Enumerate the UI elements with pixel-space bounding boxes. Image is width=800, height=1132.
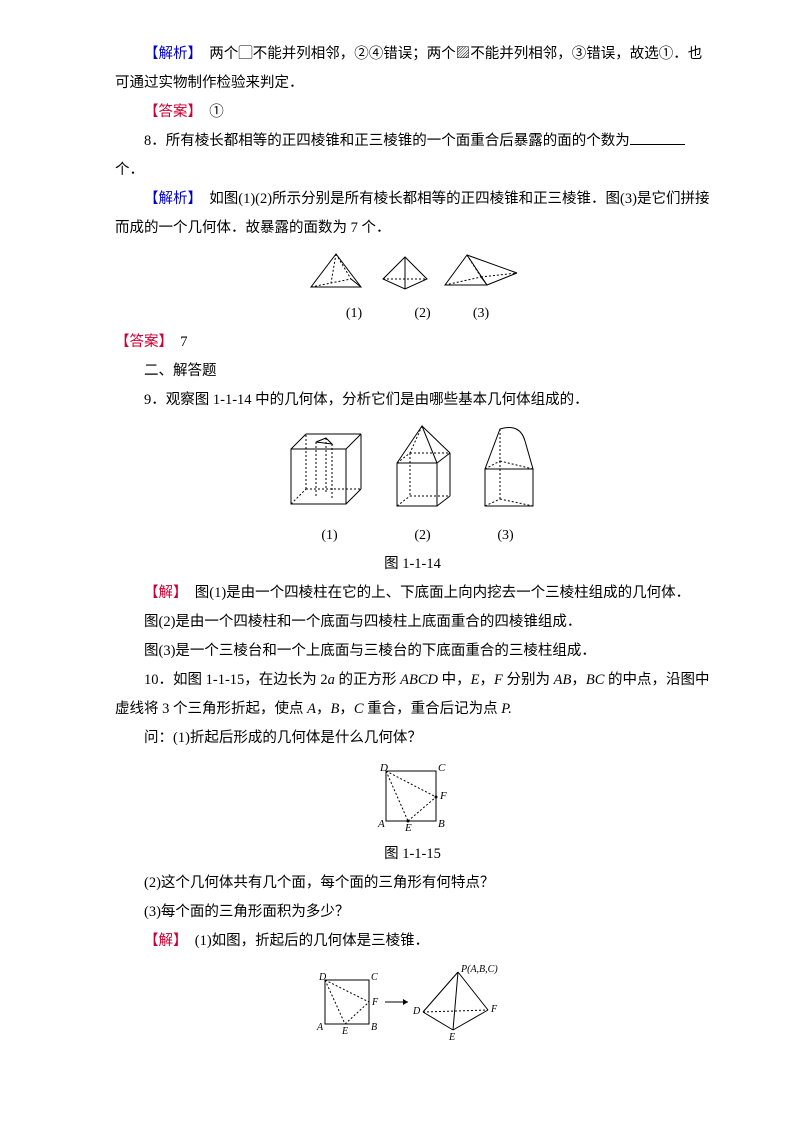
svg-text:B: B	[371, 1022, 377, 1033]
figure-1-caption: (1) (2) (3)	[115, 300, 710, 328]
solid-3-icon	[475, 421, 545, 516]
answer-2: 【答案】 7	[115, 328, 710, 357]
cap-c: (3)	[456, 300, 506, 328]
analysis-2: 【解析】 如图(1)(2)所示分别是所有棱长都相等的正四棱锥和正三棱锥．图(3)…	[115, 185, 710, 243]
var-B: B	[330, 701, 339, 717]
text: (1)如图，折起后的几何体是三棱锥．	[180, 933, 429, 949]
q10d: 分别为	[503, 672, 554, 688]
text: 如图(1)(2)所示分别是所有棱长都相等的正四棱锥和正三棱锥．图(3)是它们拼接…	[115, 191, 709, 236]
q10f: 重合，重合后记为点	[364, 701, 502, 717]
var-f: F	[494, 672, 503, 688]
section-2: 二、解答题	[115, 357, 710, 386]
question-9: 9．观察图 1-1-14 中的几何体，分析它们是由哪些基本几何体组成的．	[115, 386, 710, 415]
blank	[630, 130, 685, 146]
svg-text:C: C	[438, 762, 446, 774]
cap-a: (1)	[319, 300, 389, 328]
pyramid-4-icon	[301, 249, 371, 294]
text: 两个▢不能并列相邻，②④错误；两个▨不能并列相邻，③错误，故选①．也可通过实物制…	[115, 46, 702, 91]
var-ab: AB	[554, 672, 572, 688]
answer-1: 【答案】 ①	[115, 98, 710, 127]
var-P: P.	[501, 701, 512, 717]
tag-answer: 【答案】	[144, 104, 195, 120]
figure-3-caption: 图 1-1-15	[115, 840, 710, 869]
fold-result-icon: D C A B E F P(A,B,C) D E F	[313, 962, 513, 1042]
q10c: 中，	[438, 672, 471, 688]
svg-text:A: A	[316, 1022, 324, 1033]
text: ①	[195, 104, 224, 120]
tag-solution: 【解】	[144, 585, 180, 601]
figure-2-caption: 图 1-1-14	[115, 550, 710, 579]
solid-2-icon	[385, 421, 460, 516]
q10-sub1: 问：(1)折起后形成的几何体是什么几何体？	[115, 724, 710, 753]
combined-solid-icon	[439, 249, 524, 294]
svg-text:E: E	[448, 1032, 455, 1042]
analysis-1: 【解析】 两个▢不能并列相邻，②④错误；两个▨不能并列相邻，③错误，故选①．也可…	[115, 40, 710, 98]
figure-3: D C A B E F	[115, 759, 710, 834]
q10a: 10．如图 1-1-15，在边长为 2	[144, 672, 328, 688]
var-e: E	[471, 672, 480, 688]
tag-answer: 【答案】	[115, 334, 166, 350]
svg-text:F: F	[439, 790, 447, 802]
svg-text:E: E	[404, 822, 412, 834]
var-A: A	[307, 701, 316, 717]
tag-solution: 【解】	[144, 933, 180, 949]
square-fold-icon: D C A B E F	[368, 759, 458, 834]
cap-b: (2)	[393, 300, 453, 328]
question-10: 10．如图 1-1-15，在边长为 2a 的正方形 ABCD 中，E，F 分别为…	[115, 666, 710, 724]
figure-1	[115, 249, 710, 294]
cap-c: (3)	[471, 522, 541, 550]
svg-text:D: D	[318, 972, 327, 983]
text: 7	[166, 334, 188, 350]
cap-a: (1)	[285, 522, 375, 550]
tag-analysis: 【解析】	[144, 191, 195, 207]
svg-text:E: E	[341, 1026, 348, 1037]
q10b: 的正方形	[335, 672, 400, 688]
svg-text:B: B	[438, 818, 445, 830]
figure-2-nums: (1) (2) (3)	[115, 522, 710, 550]
var-bc: BC	[586, 672, 605, 688]
tag-analysis: 【解析】	[144, 46, 195, 62]
svg-text:D: D	[412, 1006, 421, 1017]
cap-b: (2)	[385, 522, 460, 550]
svg-text:P(A,B,C): P(A,B,C)	[460, 964, 498, 975]
q8-text: 8．所有棱长都相等的正四棱锥和正三棱锥的一个面重合后暴露的面的个数为	[144, 133, 630, 149]
q10-sub3: (3)每个面的三角形面积为多少？	[115, 898, 710, 927]
svg-text:D: D	[379, 762, 388, 774]
svg-text:C: C	[371, 972, 378, 983]
figure-4: D C A B E F P(A,B,C) D E F	[115, 962, 710, 1042]
var-C: C	[354, 701, 364, 717]
svg-text:A: A	[377, 818, 385, 830]
q8-suffix: 个．	[115, 162, 144, 178]
figure-2	[115, 421, 710, 516]
q10-sub2: (2)这个几何体共有几个面，每个面的三角形有何特点？	[115, 869, 710, 898]
solution-2: 【解】 (1)如图，折起后的几何体是三棱锥．	[115, 927, 710, 956]
solid-1-icon	[281, 424, 371, 514]
text: 图(1)是由一个四棱柱在它的上、下底面上向内挖去一个三棱柱组成的几何体．	[180, 585, 690, 601]
svg-text:F: F	[371, 997, 379, 1008]
sol-p6: 图(2)是由一个四棱柱和一个底面与四棱柱上底面重合的四棱锥组成．	[115, 608, 710, 637]
svg-text:F: F	[490, 1004, 498, 1015]
solution-1: 【解】 图(1)是由一个四棱柱在它的上、下底面上向内挖去一个三棱柱组成的几何体．	[115, 579, 710, 608]
var-a: a	[328, 672, 335, 688]
sol-p7: 图(3)是一个三棱台和一个上底面与三棱台的下底面重合的三棱柱组成．	[115, 637, 710, 666]
question-8: 8．所有棱长都相等的正四棱锥和正三棱锥的一个面重合后暴露的面的个数为个．	[115, 127, 710, 185]
pyramid-3-icon	[375, 249, 435, 294]
var-abcd: ABCD	[400, 672, 438, 688]
